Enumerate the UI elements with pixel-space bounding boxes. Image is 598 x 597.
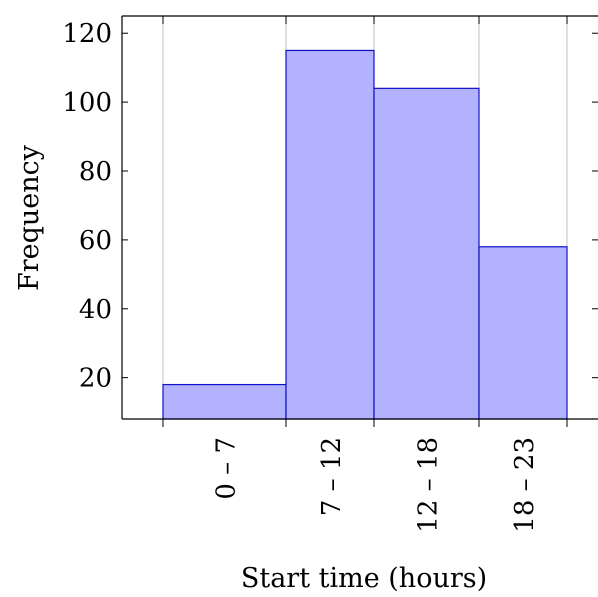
y-tick-label-2: 60 (79, 226, 112, 256)
y-tick-label-1: 40 (79, 295, 112, 325)
y-tick-label-0: 20 (79, 364, 112, 394)
y-tick-label-5: 120 (62, 19, 112, 49)
y-tick-label-4: 100 (62, 88, 112, 118)
axes (121, 15, 598, 420)
bar-2 (373, 87, 480, 420)
ticks (122, 16, 598, 427)
bar-1 (285, 49, 375, 420)
bar-0 (162, 383, 287, 420)
x-tick-label-1: 7 – 12 (317, 437, 347, 516)
y-axis-label: Frequency (14, 144, 45, 291)
y-tick-label-3: 80 (79, 157, 112, 187)
tick-labels: 20 40 60 80 100 120 0 – 7 7 – 12 12 – 18 18 – 23 (62, 19, 540, 532)
x-tick-label-0: 0 – 7 (212, 437, 242, 500)
x-axis-label: Start time (hours) (241, 563, 487, 594)
x-tick-label-2: 12 – 18 (414, 437, 444, 533)
bars (162, 49, 568, 420)
x-tick-label-3: 18 – 23 (510, 437, 540, 533)
bar-3 (478, 246, 568, 420)
